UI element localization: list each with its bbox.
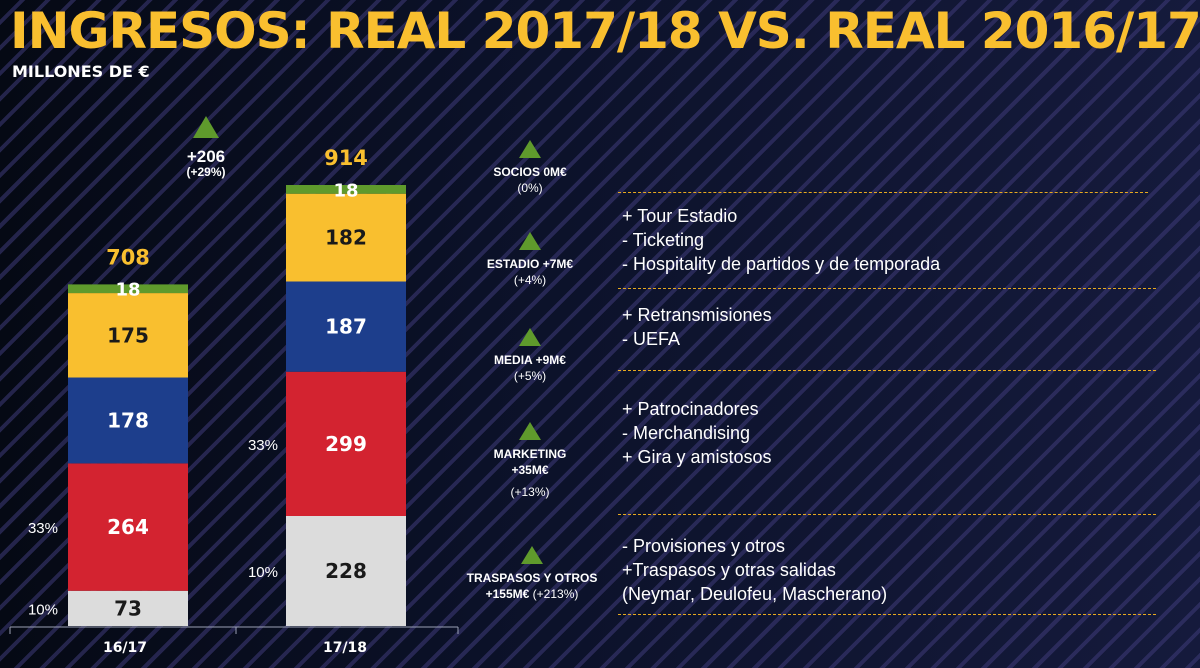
description-marketing: + Patrocinadores - Merchandising + Gira … — [622, 397, 772, 469]
bar-segment — [68, 377, 188, 464]
up-triangle-icon — [521, 546, 543, 564]
data-label: 264 — [107, 515, 149, 539]
category-socios-label: SOCIOS 0M€ — [493, 165, 567, 179]
category-estadio-change: (+4%) — [513, 273, 547, 287]
data-label: 73 — [114, 596, 142, 620]
description-line: + Retransmisiones — [622, 305, 772, 325]
up-triangle-icon — [519, 328, 541, 346]
bar-segment — [286, 193, 406, 282]
bar-segment — [286, 515, 406, 626]
separator-line — [618, 370, 1156, 371]
description-line: - Hospitality de partidos y de temporada — [622, 254, 941, 274]
separator-line — [618, 514, 1156, 515]
percent-label: 33% — [248, 437, 278, 454]
category-marketing-label: MARKETING +35M€ — [493, 447, 567, 477]
separator-line — [618, 614, 1156, 615]
bar-segment — [286, 371, 406, 516]
category-traspasos-label: TRASPASOS Y OTROS +155M€ (+213%) — [452, 570, 612, 602]
bar-segment — [68, 463, 188, 591]
data-label: 228 — [325, 559, 367, 583]
data-label: 187 — [325, 315, 367, 339]
separator-line — [618, 288, 1156, 289]
data-label: 18 — [333, 180, 358, 201]
description-line: + Gira y amistosos — [622, 447, 772, 467]
category-socios-change: (0%) — [517, 181, 543, 195]
description-line: +Traspasos y otras salidas — [622, 560, 836, 580]
category-marketing: MARKETING +35M€ (+13%) — [455, 422, 605, 500]
category-traspasos: TRASPASOS Y OTROS +155M€ (+213%) — [452, 546, 612, 602]
bar-segment — [286, 185, 406, 194]
description-line: - UEFA — [622, 329, 681, 349]
category-media-label: MEDIA +9M€ — [494, 353, 566, 367]
category-estadio-label: ESTADIO +7M€ — [486, 257, 574, 271]
description-line: - Ticketing — [622, 230, 705, 250]
description-line: + Patrocinadores — [622, 399, 759, 419]
description-media: + Retransmisiones - UEFA — [622, 303, 772, 351]
category-traspasos-label-line: TRASPASOS Y OTROS — [466, 571, 598, 585]
up-triangle-icon — [519, 232, 541, 250]
data-label: 18 — [115, 280, 140, 301]
total-change-percent: (+29%) — [186, 165, 226, 179]
description-line: - Merchandising — [622, 423, 751, 443]
bar-segment — [68, 293, 188, 378]
data-label: 175 — [107, 323, 149, 347]
description-traspasos: - Provisiones y otros +Traspasos y otras… — [622, 534, 887, 606]
total-change: +206 (+29%) — [176, 116, 236, 179]
percent-label: 10% — [248, 564, 278, 581]
category-traspasos-change-text: (+213%) — [532, 587, 579, 601]
total-label: 914 — [324, 146, 368, 170]
category-traspasos-label-line: +155M€ (+213%) — [485, 587, 579, 601]
category-marketing-change: (+13%) — [510, 485, 550, 499]
description-line: - Provisiones y otros — [622, 536, 786, 556]
data-label: 178 — [107, 408, 149, 432]
page-subtitle: MILLONES DE € — [12, 62, 150, 81]
total-label: 708 — [106, 245, 150, 269]
up-triangle-icon — [519, 422, 541, 440]
x-tick-label: 17/18 — [323, 640, 367, 656]
up-triangle-icon — [193, 116, 219, 138]
x-tick-label: 16/17 — [103, 640, 147, 656]
bar-segment — [68, 284, 188, 294]
description-line: + Tour Estadio — [622, 206, 738, 226]
description-estadio: + Tour Estadio - Ticketing - Hospitality… — [622, 204, 940, 276]
category-media-change: (+5%) — [513, 369, 547, 383]
category-media: MEDIA +9M€ (+5%) — [455, 328, 605, 384]
category-socios: SOCIOS 0M€ (0%) — [455, 140, 605, 196]
description-line: (Neymar, Deulofeu, Mascherano) — [622, 584, 888, 604]
up-triangle-icon — [519, 140, 541, 158]
stacked-bar-chart: 73 10% 264 33% 178 175 18 708 16/17 228 10% 299 33% 1… — [9, 146, 459, 656]
separator-line — [618, 192, 1148, 193]
category-estadio: ESTADIO +7M€ (+4%) — [455, 232, 605, 288]
total-change-value: +206 — [186, 147, 226, 166]
data-label: 182 — [325, 226, 367, 250]
percent-label: 33% — [28, 520, 58, 537]
bar-segment — [286, 281, 406, 372]
percent-label: 10% — [28, 601, 58, 618]
page-title: INGRESOS: REAL 2017/18 VS. REAL 2016/17 — [10, 2, 1200, 60]
bar-segment — [68, 590, 188, 626]
data-label: 299 — [325, 432, 367, 456]
